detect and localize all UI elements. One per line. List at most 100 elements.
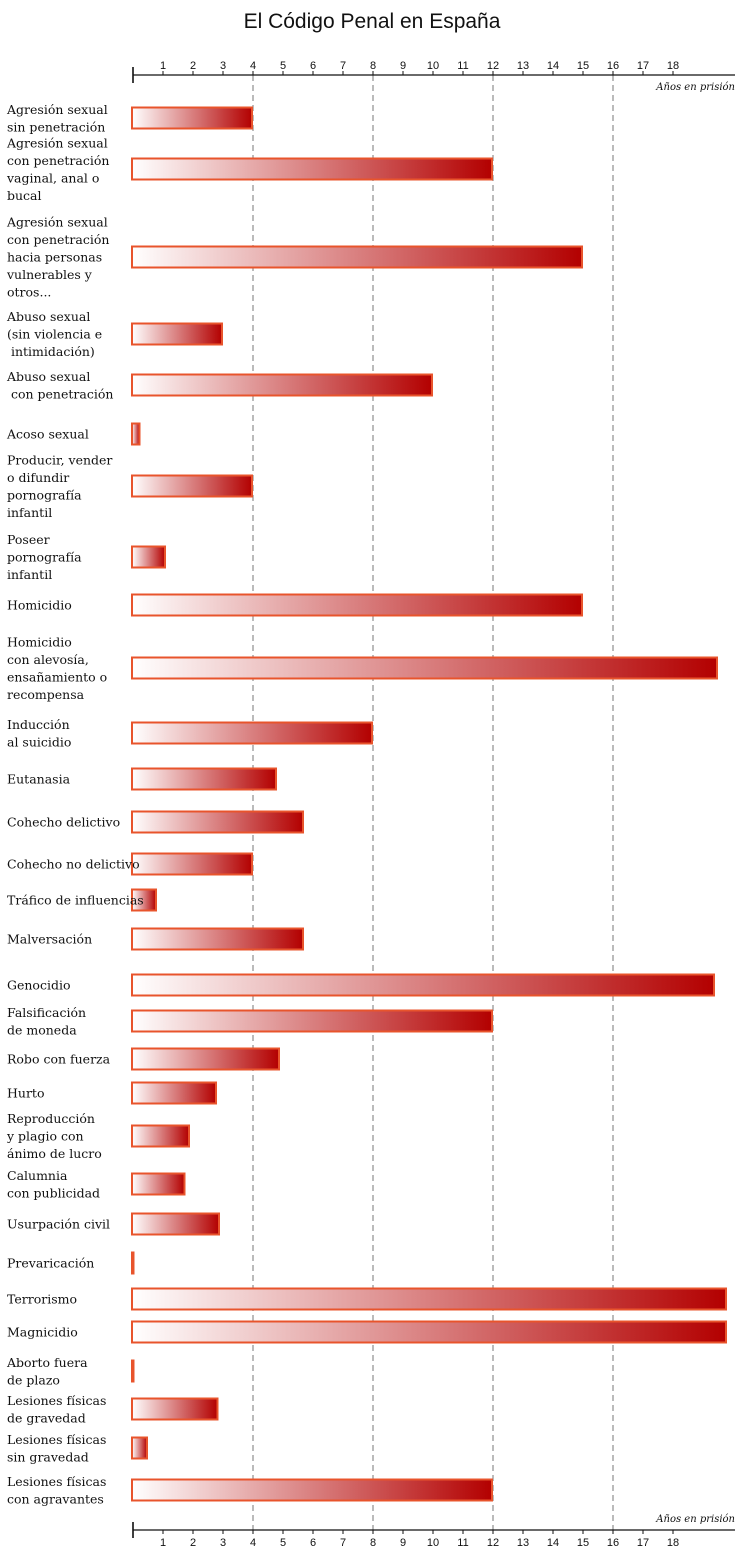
category-label-line: Magnicidio bbox=[7, 1325, 78, 1340]
category-label-line: Inducción bbox=[7, 717, 70, 732]
tick-label-top-15: 15 bbox=[577, 60, 589, 72]
tick-label-top-2: 2 bbox=[190, 60, 196, 72]
category-label-8: Homicidio bbox=[7, 598, 72, 613]
category-label-line: Lesiones físicas bbox=[7, 1474, 106, 1489]
category-label-line: Lesiones físicas bbox=[7, 1393, 106, 1408]
category-label-line: Reproducción bbox=[7, 1111, 95, 1126]
bar-3 bbox=[131, 322, 223, 346]
tick-label-top-4: 4 bbox=[250, 60, 256, 72]
category-label-11: Eutanasia bbox=[7, 772, 71, 787]
category-label-line: Agresión sexual bbox=[6, 215, 108, 230]
bar-10 bbox=[131, 721, 373, 745]
category-label-line: Aborto fuera bbox=[6, 1355, 88, 1370]
tick-label-bottom-1: 1 bbox=[160, 1537, 166, 1549]
bar-22 bbox=[131, 1212, 220, 1236]
category-label-23: Prevaricación bbox=[7, 1256, 94, 1271]
category-label-line: Homicidio bbox=[7, 634, 72, 649]
bar-13 bbox=[131, 852, 253, 876]
category-label-line: vaginal, anal o bbox=[6, 170, 99, 185]
tick-label-bottom-4: 4 bbox=[250, 1537, 256, 1549]
tick-label-top-10: 10 bbox=[427, 60, 439, 72]
category-label-line: o difundir bbox=[7, 470, 69, 485]
category-label-line: de gravedad bbox=[7, 1410, 86, 1425]
tick-label-top-14: 14 bbox=[547, 60, 559, 72]
bar-5 bbox=[131, 422, 141, 446]
category-label-line: Abuso sexual bbox=[6, 309, 90, 324]
category-label-line: Cohecho no delictivo bbox=[7, 857, 140, 872]
category-label-line: ánimo de lucro bbox=[7, 1146, 102, 1161]
bar-16 bbox=[131, 973, 715, 997]
category-label-1: Agresión sexual con penetración vaginal, a… bbox=[6, 135, 109, 203]
category-label-line: pornografía bbox=[7, 487, 82, 502]
bar-4 bbox=[131, 373, 433, 397]
category-label-line: Homicidio bbox=[7, 598, 72, 613]
bar-2 bbox=[131, 245, 583, 269]
category-label-line: con agravantes bbox=[7, 1491, 104, 1506]
category-label-line: con penetración bbox=[7, 386, 113, 401]
chart-title: El Código Penal en España bbox=[243, 10, 501, 33]
bar-21 bbox=[131, 1172, 186, 1196]
category-label-25: Magnicidio bbox=[7, 1325, 78, 1340]
tick-label-bottom-16: 16 bbox=[607, 1537, 619, 1549]
tick-label-top-16: 16 bbox=[607, 60, 619, 72]
category-label-15: Malversación bbox=[7, 932, 92, 947]
category-label-line: Producir, vender bbox=[7, 452, 112, 467]
category-label-line: sin gravedad bbox=[7, 1449, 89, 1464]
category-label-3: Abuso sexual (sin violencia e intimidació… bbox=[6, 309, 102, 359]
category-label-20: Reproducción y plagio con ánimo de lucro bbox=[6, 1111, 102, 1161]
category-label-0: Agresión sexual sin penetración bbox=[6, 102, 108, 135]
tick-label-top-3: 3 bbox=[220, 60, 226, 72]
tick-label-bottom-7: 7 bbox=[340, 1537, 346, 1549]
bar-19 bbox=[131, 1081, 217, 1105]
category-label-line: de plazo bbox=[7, 1372, 60, 1387]
category-label-12: Cohecho delictivo bbox=[7, 815, 120, 830]
category-label-19: Hurto bbox=[7, 1086, 44, 1101]
tick-label-bottom-13: 13 bbox=[517, 1537, 529, 1549]
category-label-6: Producir, vender o difundir pornografía inf… bbox=[7, 452, 112, 520]
tick-label-top-12: 12 bbox=[487, 60, 499, 72]
category-label-26: Aborto fuera de plazo bbox=[6, 1355, 88, 1388]
tick-label-bottom-12: 12 bbox=[487, 1537, 499, 1549]
category-label-7: Poseer pornografía infantil bbox=[7, 532, 82, 582]
category-label-4: Abuso sexual con penetración bbox=[6, 369, 113, 402]
bar-23 bbox=[131, 1251, 135, 1275]
category-label-line: Usurpación civil bbox=[7, 1217, 110, 1232]
category-label-line: y plagio con bbox=[6, 1129, 84, 1144]
bar-12 bbox=[131, 810, 304, 834]
category-label-10: Inducción al suicidio bbox=[7, 717, 71, 750]
bar-0 bbox=[131, 106, 253, 130]
category-label-line: infantil bbox=[7, 567, 52, 582]
x-axis-label-bottom: Años en prisión bbox=[655, 1514, 735, 1525]
category-label-line: Agresión sexual bbox=[6, 135, 108, 150]
category-label-line: Eutanasia bbox=[7, 772, 71, 787]
category-label-line: Lesiones físicas bbox=[7, 1432, 106, 1447]
tick-label-bottom-11: 11 bbox=[457, 1537, 468, 1549]
tick-label-top-13: 13 bbox=[517, 60, 529, 72]
category-label-line: de moneda bbox=[7, 1022, 77, 1037]
category-label-17: Falsificación de moneda bbox=[7, 1005, 86, 1038]
category-label-line: con penetración bbox=[7, 153, 109, 168]
category-label-line: Genocidio bbox=[7, 978, 70, 993]
category-label-line: Terrorismo bbox=[7, 1292, 77, 1307]
category-label-line: (sin violencia e bbox=[7, 327, 102, 342]
category-label-line: vulnerables y bbox=[6, 267, 93, 282]
category-label-line: al suicidio bbox=[7, 734, 71, 749]
category-label-13: Cohecho no delictivo bbox=[7, 857, 140, 872]
tick-label-top-1: 1 bbox=[160, 60, 166, 72]
bar-14 bbox=[131, 888, 157, 912]
bar-1 bbox=[131, 157, 493, 181]
bar-24 bbox=[131, 1287, 727, 1311]
category-label-14: Tráfico de influencias bbox=[7, 893, 144, 908]
category-label-5: Acoso sexual bbox=[6, 427, 89, 442]
tick-label-bottom-8: 8 bbox=[370, 1537, 376, 1549]
category-label-29: Lesiones físicas con agravantes bbox=[7, 1474, 106, 1507]
tick-label-bottom-17: 17 bbox=[637, 1537, 649, 1549]
category-label-line: Prevaricación bbox=[7, 1256, 94, 1271]
bar-18 bbox=[131, 1047, 280, 1071]
bar-17 bbox=[131, 1009, 493, 1033]
category-label-line: Hurto bbox=[7, 1086, 44, 1101]
category-label-line: ensañamiento o bbox=[7, 669, 107, 684]
category-label-line: recompensa bbox=[7, 687, 85, 702]
tick-label-top-6: 6 bbox=[310, 60, 316, 72]
